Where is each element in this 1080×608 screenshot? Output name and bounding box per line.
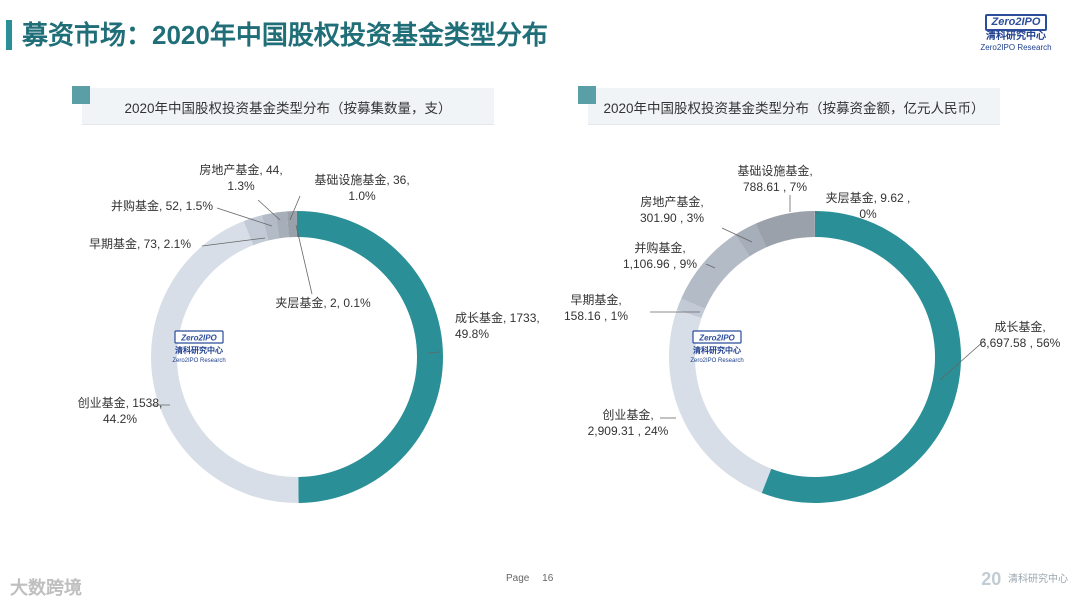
donut-slice-并购基金 bbox=[681, 234, 750, 310]
data-label-成长基金: 成长基金, 6,697.58 , 56% bbox=[980, 319, 1061, 350]
donut-slice-基础设施基金 bbox=[755, 211, 815, 248]
right-panel-title: 2020年中国股权投资基金类型分布（按募资金额，亿元人民币） bbox=[603, 101, 985, 116]
data-label-成长基金: 成长基金, 1733, 49.8% bbox=[455, 310, 540, 341]
center-logo-cn: 清科研究中心 bbox=[175, 345, 223, 355]
data-label-房地产基金: 房地产基金, 44, 1.3% bbox=[199, 162, 282, 193]
leader-line-房地产基金 bbox=[257, 199, 281, 221]
center-logo-2: Zero2IPO 清科研究中心 Zero2IPO Research bbox=[690, 330, 744, 364]
title-accent bbox=[6, 20, 12, 50]
center-logo-box-text: Zero2IPO bbox=[180, 334, 217, 343]
data-label-基础设施基金: 基础设施基金, 36, 1.0% bbox=[314, 172, 409, 203]
left-panel-title: 2020年中国股权投资基金类型分布（按募集数量，支） bbox=[124, 101, 452, 116]
data-label-夹层基金: 夹层基金, 2, 0.1% bbox=[275, 295, 371, 310]
data-label-创业基金: 创业基金, 1538, 44.2% bbox=[78, 395, 163, 426]
donut-slice-房地产基金 bbox=[275, 211, 289, 239]
title-bar: 募资市场：2020年中国股权投资基金类型分布 bbox=[0, 16, 1080, 54]
leader-line-成长基金 bbox=[427, 351, 441, 354]
page-label: Page bbox=[506, 573, 530, 584]
donut-slice-早期基金 bbox=[676, 298, 706, 319]
leader-line-房地产基金 bbox=[721, 227, 753, 243]
donut-slice-并购基金 bbox=[262, 212, 280, 241]
donut-chart-1: 成长基金, 1733, 49.8% 创业基金, 1538, 44.2% 早期基金, 73… bbox=[78, 162, 540, 503]
data-label-创业基金: 创业基金, 2,909.31 , 24% bbox=[588, 407, 669, 438]
logo-en: Zero2IPO Research bbox=[980, 43, 1052, 52]
page-title: 募资市场：2020年中国股权投资基金类型分布 bbox=[22, 20, 548, 50]
donut-slice-成长基金 bbox=[296, 211, 443, 503]
left-panel-marker bbox=[72, 86, 90, 104]
donut-slice-早期基金 bbox=[243, 215, 269, 246]
page-number: Page 16 bbox=[506, 573, 553, 584]
leader-line-并购基金 bbox=[705, 263, 716, 269]
center-logo-box bbox=[692, 330, 742, 344]
footer-logo-text: 清科研究中心 bbox=[1008, 574, 1068, 586]
right-panel-marker bbox=[578, 86, 596, 104]
data-label-基础设施基金: 基础设施基金, 788.61 , 7% bbox=[737, 163, 812, 194]
center-logo-en: Zero2IPO Research bbox=[690, 358, 743, 364]
data-label-早期基金: 早期基金, 73, 2.1% bbox=[89, 236, 191, 251]
zero2ipo-logo: Zero2IPO 清科研究中心 Zero2IPO Research bbox=[974, 12, 1058, 54]
donut-slice-创业基金 bbox=[669, 309, 772, 493]
donut-slice-创业基金 bbox=[151, 221, 299, 503]
donut-slice-房地产基金 bbox=[735, 223, 767, 257]
logo-box: Zero2IPO bbox=[984, 14, 1048, 31]
footer-logo-mark: 20 bbox=[981, 569, 1002, 589]
leader-line-夹层基金 bbox=[295, 224, 313, 295]
center-logo-box bbox=[174, 330, 224, 344]
leader-line-基础设施基金 bbox=[289, 195, 301, 221]
leader-line-并购基金 bbox=[216, 207, 273, 227]
data-label-并购基金: 并购基金, 1,106.96 , 9% bbox=[623, 240, 697, 271]
footer-logo: 20 清科研究中心 bbox=[981, 569, 1068, 590]
data-label-并购基金: 并购基金, 52, 1.5% bbox=[111, 198, 213, 213]
logo-cn: 清科研究中心 bbox=[986, 31, 1046, 42]
data-label-早期基金: 早期基金, 158.16 , 1% bbox=[564, 292, 628, 323]
donut-chart-2: 成长基金, 6,697.58 , 56% 创业基金, 2,909.31 , 24% 早期… bbox=[564, 163, 1061, 503]
watermark: 大数跨境 bbox=[10, 578, 82, 598]
center-logo-1: Zero2IPO 清科研究中心 Zero2IPO Research bbox=[172, 330, 226, 364]
data-label-夹层基金: 夹层基金, 9.62 , 0% bbox=[826, 190, 911, 221]
leader-line-成长基金 bbox=[939, 339, 986, 381]
donut-slice-成长基金 bbox=[761, 211, 961, 503]
leader-line-早期基金 bbox=[201, 237, 266, 247]
data-label-房地产基金: 房地产基金, 301.90 , 3% bbox=[640, 194, 704, 225]
page-value: 16 bbox=[542, 573, 554, 584]
center-logo-cn: 清科研究中心 bbox=[693, 345, 741, 355]
right-panel-header: 2020年中国股权投资基金类型分布（按募资金额，亿元人民币） bbox=[578, 86, 1000, 125]
center-logo-box-text: Zero2IPO bbox=[698, 334, 735, 343]
left-panel-header: 2020年中国股权投资基金类型分布（按募集数量，支） bbox=[72, 86, 494, 125]
leader-line-夹层基金 bbox=[814, 211, 821, 215]
center-logo-en: Zero2IPO Research bbox=[172, 358, 225, 364]
